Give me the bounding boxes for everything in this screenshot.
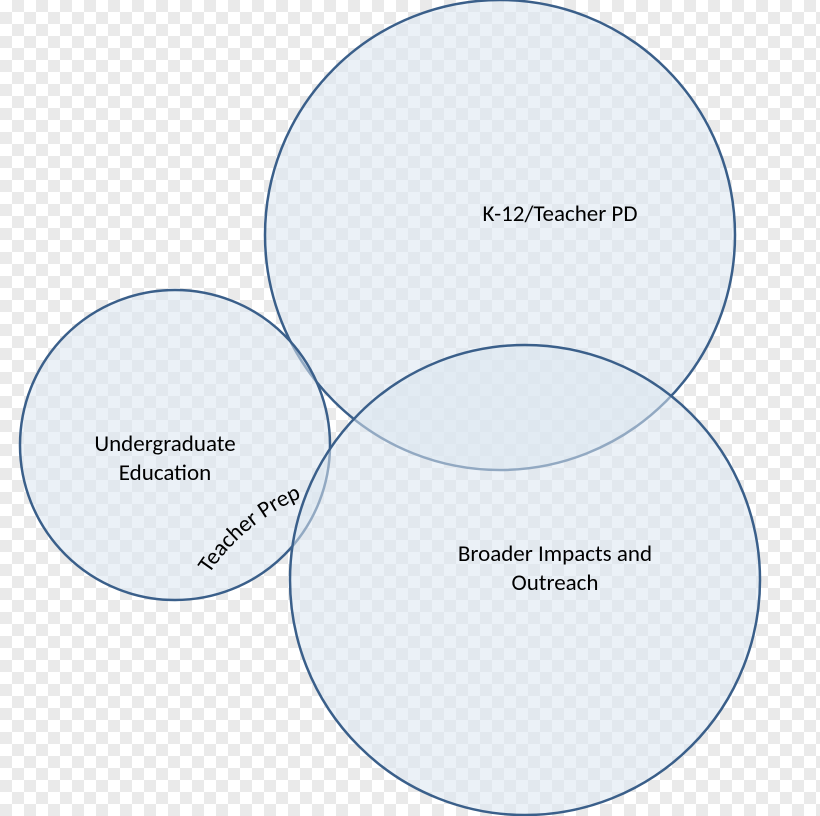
overlap-label-arc: Teacher Prep [0,0,820,816]
venn-diagram: K-12/Teacher PD Undergraduate Education … [0,0,820,816]
label-teacher-prep: Teacher Prep [192,479,305,578]
